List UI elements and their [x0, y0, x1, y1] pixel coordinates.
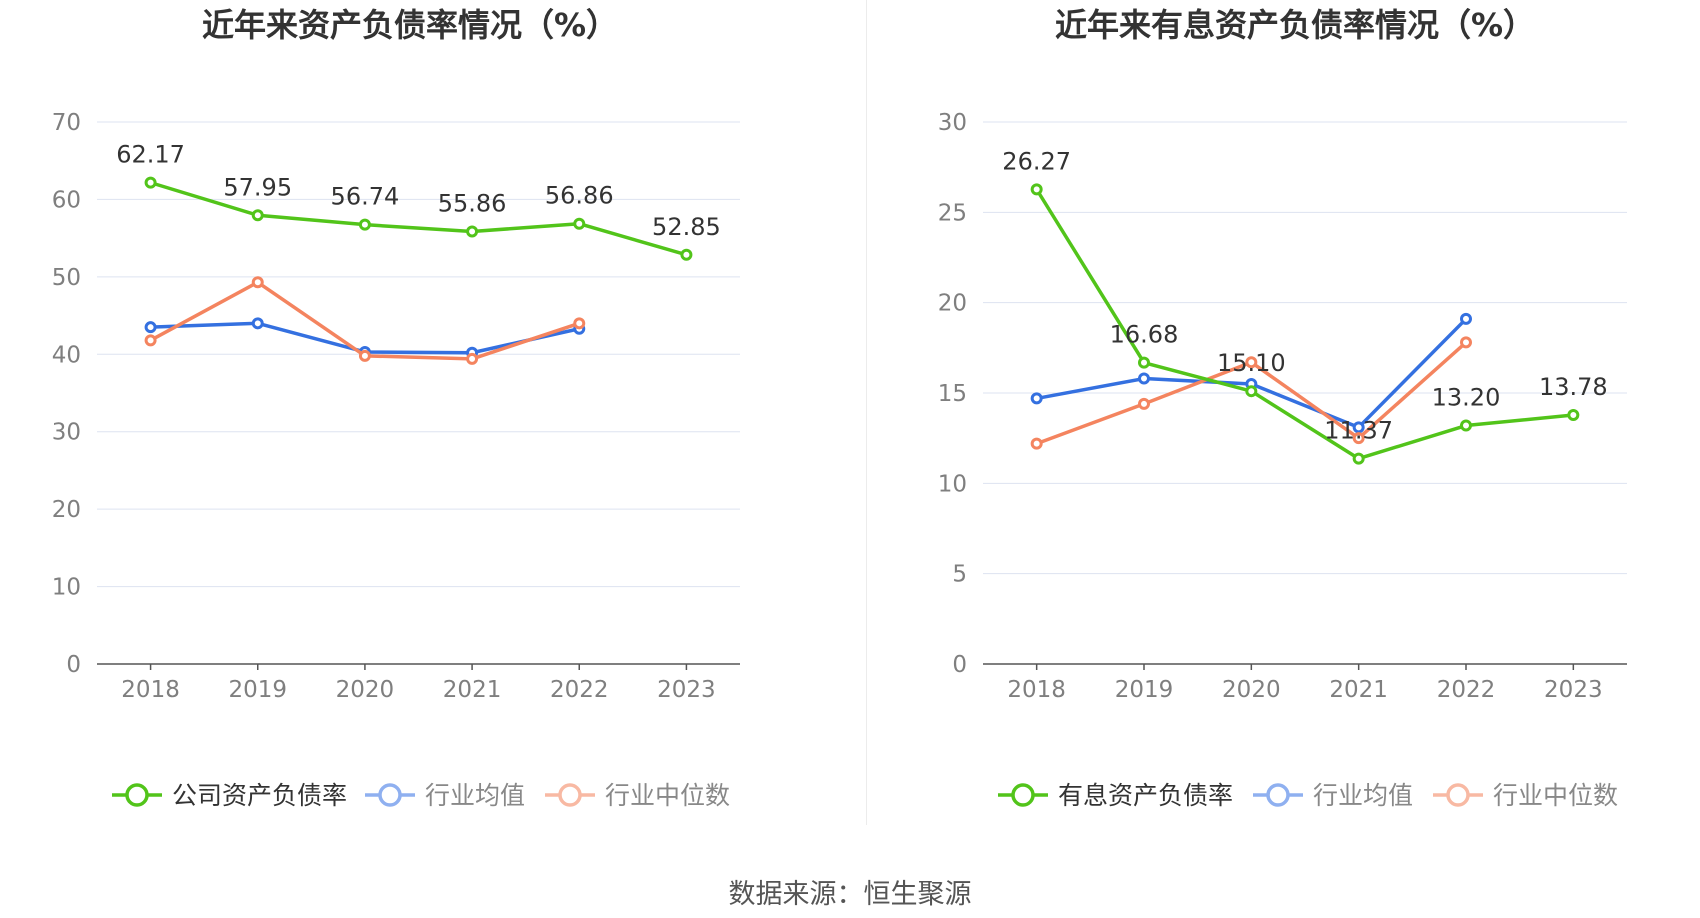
y-tick-label: 30: [938, 110, 967, 136]
y-tick-label: 20: [52, 497, 81, 523]
data-point: [573, 317, 586, 330]
legend-marker: [1266, 783, 1290, 807]
panel-divider: [866, 0, 867, 825]
data-point: [144, 176, 157, 189]
legend-marker: [1011, 783, 1035, 807]
data-point: [1030, 392, 1043, 405]
data-point: [251, 209, 264, 222]
legend-label: 有息资产负债率: [1058, 781, 1233, 810]
data-point: [1352, 432, 1365, 445]
legend-marker: [125, 783, 149, 807]
legend-label: 行业均值: [425, 781, 525, 810]
legend-item: 行业均值: [1253, 781, 1413, 810]
legend-label: 行业中位数: [605, 781, 730, 810]
y-tick-label: 30: [52, 420, 81, 446]
x-tick-label: 2019: [228, 677, 287, 703]
data-point: [466, 225, 479, 238]
legend-label: 公司资产负债率: [172, 781, 347, 810]
y-tick-label: 5: [952, 562, 967, 588]
data-point: [1460, 312, 1472, 325]
data-point: [1460, 419, 1472, 432]
chart-panel-2: 近年来有息资产负债率情况（%） 0 5 10 15 20 25 30 2018 2019 2020 2…: [938, 6, 1627, 810]
x-tick-label: 2023: [657, 677, 716, 703]
legend-item: 行业中位数: [1433, 781, 1618, 810]
series-line-1: [150, 180, 687, 257]
data-point: [1138, 356, 1150, 369]
y-tick-label: 40: [52, 342, 81, 368]
data-point: [1138, 372, 1150, 385]
data-point: [144, 321, 157, 334]
data-point: [1138, 397, 1150, 410]
data-point: [1245, 356, 1258, 369]
data-label: 26.27: [1002, 147, 1071, 175]
data-point: [251, 276, 264, 289]
data-label: 52.85: [652, 213, 721, 241]
y-tick-label: 70: [52, 110, 81, 136]
data-label: 56.74: [331, 183, 400, 211]
data-label: 62.17: [116, 141, 185, 169]
y-tick-label: 20: [938, 291, 967, 317]
legend-item: 有息资产负债率: [998, 781, 1233, 810]
data-label: 16.68: [1110, 321, 1179, 349]
x-tick-label: 2019: [1115, 677, 1174, 703]
y-tick-label: 0: [66, 652, 81, 678]
x-tick-label: 2018: [1007, 677, 1066, 703]
legend-marker: [1446, 783, 1470, 807]
x-tick-label: 2021: [1329, 677, 1388, 703]
data-point: [680, 248, 693, 261]
legend-label: 行业均值: [1313, 781, 1413, 810]
x-tick-label: 2023: [1544, 677, 1603, 703]
data-point: [1460, 336, 1472, 349]
data-label: 11.37: [1324, 417, 1393, 445]
y-tick-label: 50: [52, 265, 81, 291]
y-tick-label: 25: [938, 200, 967, 226]
legend-marker: [378, 783, 402, 807]
series-line-1: [1035, 188, 1574, 461]
y-tick-label: 0: [952, 652, 967, 678]
chart-panel-1: 近年来资产负债率情况（%） 0 10 20 30 40 50 60 70 2018 2019 2020…: [52, 6, 740, 810]
data-point: [573, 217, 586, 230]
data-point: [1567, 409, 1580, 422]
data-point: [358, 349, 371, 362]
data-point: [144, 334, 157, 347]
legend-item: 行业中位数: [545, 781, 730, 810]
x-tick-label: 2020: [336, 677, 395, 703]
data-point: [1245, 385, 1258, 398]
data-label: 55.86: [438, 189, 507, 217]
data-label: 57.95: [223, 173, 292, 201]
y-tick-label: 60: [52, 187, 81, 213]
legend-label: 行业中位数: [1493, 781, 1618, 810]
data-label: 15.10: [1217, 349, 1286, 377]
y-tick-label: 10: [938, 471, 967, 497]
x-tick-label: 2022: [1437, 677, 1496, 703]
data-label: 13.20: [1432, 384, 1501, 412]
data-point: [466, 352, 479, 365]
data-source-note: 数据来源：恒生聚源: [728, 879, 972, 910]
legend-item: 公司资产负债率: [112, 781, 347, 810]
data-point: [358, 218, 371, 231]
x-tick-label: 2022: [550, 677, 609, 703]
data-point: [1352, 421, 1365, 434]
data-point: [1030, 183, 1043, 196]
y-tick-label: 15: [938, 381, 967, 407]
data-point: [1352, 452, 1365, 465]
chart-title: 近年来有息资产负债率情况（%）: [1055, 6, 1535, 44]
x-tick-label: 2021: [443, 677, 502, 703]
chart-title: 近年来资产负债率情况（%）: [202, 6, 618, 44]
data-label: 13.78: [1539, 373, 1608, 401]
data-label: 56.86: [545, 182, 614, 210]
legend-marker: [558, 783, 582, 807]
x-tick-label: 2020: [1222, 677, 1281, 703]
y-tick-label: 10: [52, 575, 81, 601]
x-tick-label: 2018: [121, 677, 180, 703]
legend-item: 行业均值: [365, 781, 525, 810]
data-point: [1030, 437, 1043, 450]
data-point: [251, 317, 264, 330]
